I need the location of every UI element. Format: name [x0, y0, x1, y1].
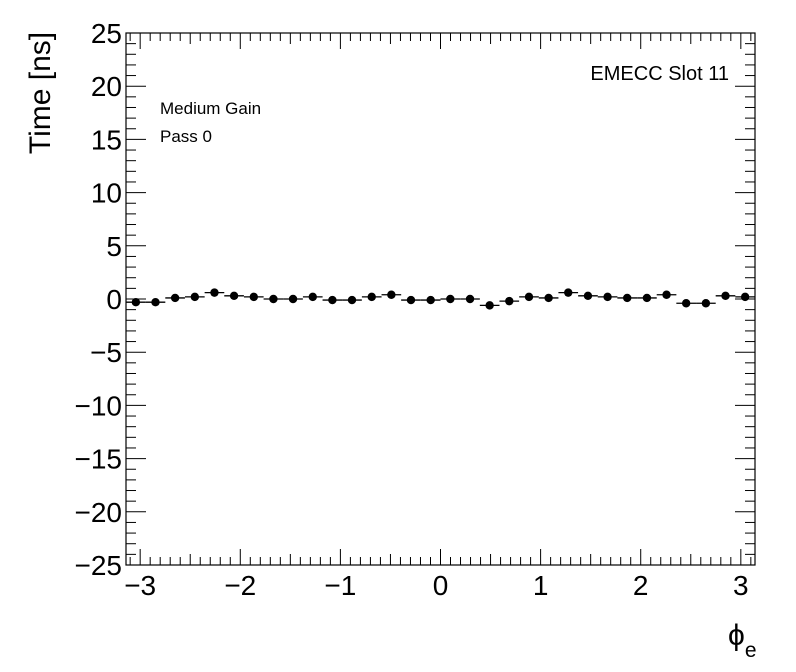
data-point — [308, 292, 317, 302]
pass-label: Pass 0 — [160, 127, 212, 146]
data-point — [229, 291, 239, 301]
x-tick-label: −2 — [224, 570, 256, 601]
gain-label: Medium Gain — [160, 99, 261, 118]
data-point — [249, 292, 258, 302]
data-point — [544, 293, 553, 303]
y-tick-label: −20 — [75, 497, 123, 528]
x-tick-labels: −3 −2 −1 0 1 2 3 — [124, 570, 748, 601]
data-point — [564, 288, 573, 297]
data-point — [623, 293, 632, 303]
data-point — [701, 299, 711, 308]
data-point — [367, 292, 376, 302]
x-tick-label: 2 — [633, 570, 649, 601]
x-axis-title: ϕe — [728, 619, 757, 662]
y-tick-label: −5 — [90, 337, 122, 368]
y-tick-label: −25 — [75, 550, 123, 581]
x-axis-symbol: ϕ — [728, 619, 745, 652]
data-point — [347, 295, 357, 305]
y-tick-label: −10 — [75, 390, 123, 421]
data-point — [269, 294, 278, 304]
x-tick-label: −3 — [124, 570, 156, 601]
data-point — [603, 292, 612, 302]
x-tick-label: 3 — [733, 570, 749, 601]
data-point — [328, 295, 337, 305]
y-tick-labels: −25 −20 −15 −10 −5 0 5 10 15 20 25 — [75, 18, 123, 581]
data-point — [170, 293, 180, 303]
data-point — [406, 295, 416, 305]
x-axis-subscript: e — [745, 639, 757, 662]
x-tick-label: −1 — [324, 570, 356, 601]
data-point — [465, 294, 475, 304]
y-tick-label: 15 — [91, 124, 122, 155]
data-point — [524, 292, 534, 302]
x-tick-label: 0 — [433, 570, 449, 601]
data-point — [210, 288, 219, 297]
data-point — [446, 294, 455, 304]
data-point — [131, 297, 141, 307]
data-point — [426, 295, 435, 305]
data-point — [681, 299, 691, 308]
data-point — [642, 293, 652, 303]
data-point — [662, 290, 671, 299]
data-point — [583, 291, 593, 301]
y-tick-label: 20 — [91, 71, 122, 102]
y-tick-label: 10 — [91, 178, 122, 209]
data-point — [288, 294, 298, 304]
data-point — [151, 297, 160, 307]
y-tick-label: 25 — [91, 18, 122, 49]
y-tick-label: 0 — [106, 284, 122, 315]
x-tick-label: 1 — [533, 570, 549, 601]
y-tick-label: −15 — [75, 444, 123, 475]
slot-label: EMECC Slot 11 — [590, 63, 729, 85]
data-points — [126, 288, 755, 310]
data-point — [387, 290, 396, 299]
data-point — [505, 296, 514, 306]
y-axis-title: Time [ns] — [24, 32, 57, 154]
data-point — [190, 292, 200, 302]
data-point — [485, 301, 494, 310]
data-point — [740, 292, 750, 302]
y-tick-label: 5 — [106, 231, 122, 262]
data-point — [721, 291, 730, 301]
